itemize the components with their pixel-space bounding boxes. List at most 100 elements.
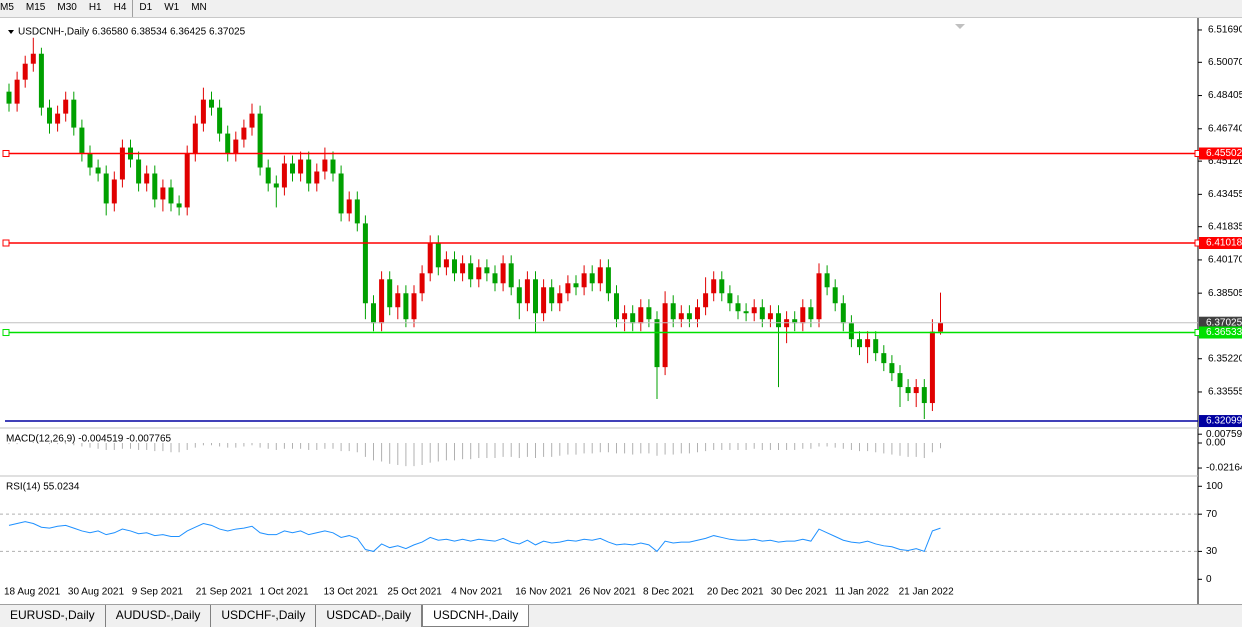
candle-body [387, 279, 393, 308]
timeframe-button[interactable]: H4 [113, 2, 127, 13]
rsi-line [8, 521, 941, 553]
candle-body [557, 293, 563, 304]
level-price-label: 6.32099 [1206, 416, 1242, 427]
date-label: 25 Oct 2021 [387, 587, 442, 598]
candle-body [678, 313, 684, 320]
candle-body [857, 339, 862, 348]
candle-body [848, 323, 854, 340]
date-label: 9 Sep 2021 [132, 587, 184, 598]
candle-body [152, 173, 158, 200]
candle-body [808, 307, 814, 320]
timeframe-button[interactable]: D1 [132, 0, 158, 17]
candle-body [111, 179, 117, 204]
candle-body [443, 259, 449, 268]
current-price-box [1199, 316, 1242, 329]
timeframe-button[interactable]: W1 [164, 2, 180, 13]
candle-body [290, 163, 295, 174]
date-label: 20 Dec 2021 [707, 587, 764, 598]
shift-marker [955, 24, 965, 29]
level-price-label: 6.45502 [1206, 148, 1242, 159]
level-price-box [1199, 326, 1242, 339]
candle-body [816, 273, 822, 320]
date-label: 30 Aug 2021 [68, 587, 125, 598]
candle-body [22, 63, 28, 80]
symbol-tab[interactable]: EURUSD-,Daily [0, 605, 106, 627]
candle-body [630, 313, 636, 324]
price-tick-label: 6.45120 [1208, 156, 1242, 167]
candle-body [662, 303, 668, 368]
candle-body [865, 339, 871, 348]
candle-body [646, 307, 652, 320]
date-label: 21 Sep 2021 [196, 587, 253, 598]
date-label: 26 Nov 2021 [579, 587, 636, 598]
symbol-title: USDCNH-,Daily [18, 27, 89, 38]
candle-body [686, 313, 692, 320]
chart: USDCNH-,Daily 6.36580 6.38534 6.36425 6.370… [0, 18, 1242, 604]
candle-body [330, 159, 336, 174]
candle-body [533, 279, 538, 314]
quote-value: 6.36425 [170, 27, 207, 38]
candle-body [452, 259, 457, 274]
timeframe-button[interactable]: M5 [0, 2, 14, 13]
candle-body [921, 387, 927, 404]
level-price-box [1199, 415, 1242, 428]
date-label: 30 Dec 2021 [771, 587, 828, 598]
price-tick-label: 6.41835 [1208, 221, 1242, 232]
candle-body [897, 373, 903, 388]
candle-body [735, 303, 741, 312]
candle-body [95, 167, 101, 174]
candle-body [476, 267, 482, 280]
candle-body [371, 303, 376, 324]
candle-body [541, 287, 547, 314]
candle-body [87, 153, 93, 168]
symbol-tab[interactable]: USDCHF-,Daily [211, 605, 317, 627]
date-label: 8 Dec 2021 [643, 587, 695, 598]
candle-body [573, 283, 579, 288]
candle-body [565, 283, 571, 294]
timeframe-button[interactable]: H1 [88, 2, 102, 13]
candle-body [711, 279, 717, 294]
candle-body [800, 307, 806, 324]
candle-body [460, 263, 466, 274]
candle-body [419, 273, 425, 294]
rsi-title: RSI(14) 55.0234 [6, 482, 80, 493]
macd-tick-label: -0.02164 [1206, 463, 1242, 474]
candle-body [168, 187, 174, 204]
macd-tick-label: 0.007596 [1206, 429, 1242, 440]
level-price-label: 6.41018 [1206, 238, 1242, 249]
candle-body [379, 279, 385, 324]
candle-body [500, 263, 506, 284]
candle-body [492, 273, 498, 284]
symbol-tab[interactable]: AUDUSD-,Daily [106, 605, 212, 627]
level-price-box [1199, 147, 1242, 160]
date-label: 21 Jan 2022 [899, 587, 954, 598]
candle-body [873, 339, 879, 354]
candle-body [14, 79, 20, 104]
current-price-label: 6.37025 [1206, 317, 1242, 328]
candle-body [136, 159, 142, 184]
candle-body [200, 99, 206, 124]
timeframe-button[interactable]: M15 [25, 2, 46, 13]
candle-body [273, 183, 279, 188]
candle-body [792, 319, 798, 324]
symbol-tab[interactable]: USDCNH-,Daily [422, 605, 530, 627]
candle-body [225, 133, 231, 154]
candle-body [281, 163, 287, 188]
timeframe-button[interactable]: M30 [57, 2, 77, 13]
candle-body [144, 173, 150, 184]
candle-body [524, 279, 530, 304]
candle-body [435, 243, 441, 268]
date-label: 16 Nov 2021 [515, 587, 572, 598]
timeframe-button[interactable]: MN [191, 2, 207, 13]
candle-body [71, 99, 77, 128]
level-handle [2, 239, 10, 247]
candle-body [55, 113, 61, 124]
symbol-tab[interactable]: USDCAD-,Daily [316, 605, 423, 627]
price-tick-label: 6.46740 [1208, 123, 1242, 134]
price-tick-label: 6.38505 [1208, 288, 1242, 299]
candle-body [192, 123, 198, 154]
candle-body [354, 199, 360, 224]
price-tick-label: 6.40170 [1208, 255, 1242, 266]
candle-body [6, 91, 12, 104]
candle-body [605, 267, 611, 294]
